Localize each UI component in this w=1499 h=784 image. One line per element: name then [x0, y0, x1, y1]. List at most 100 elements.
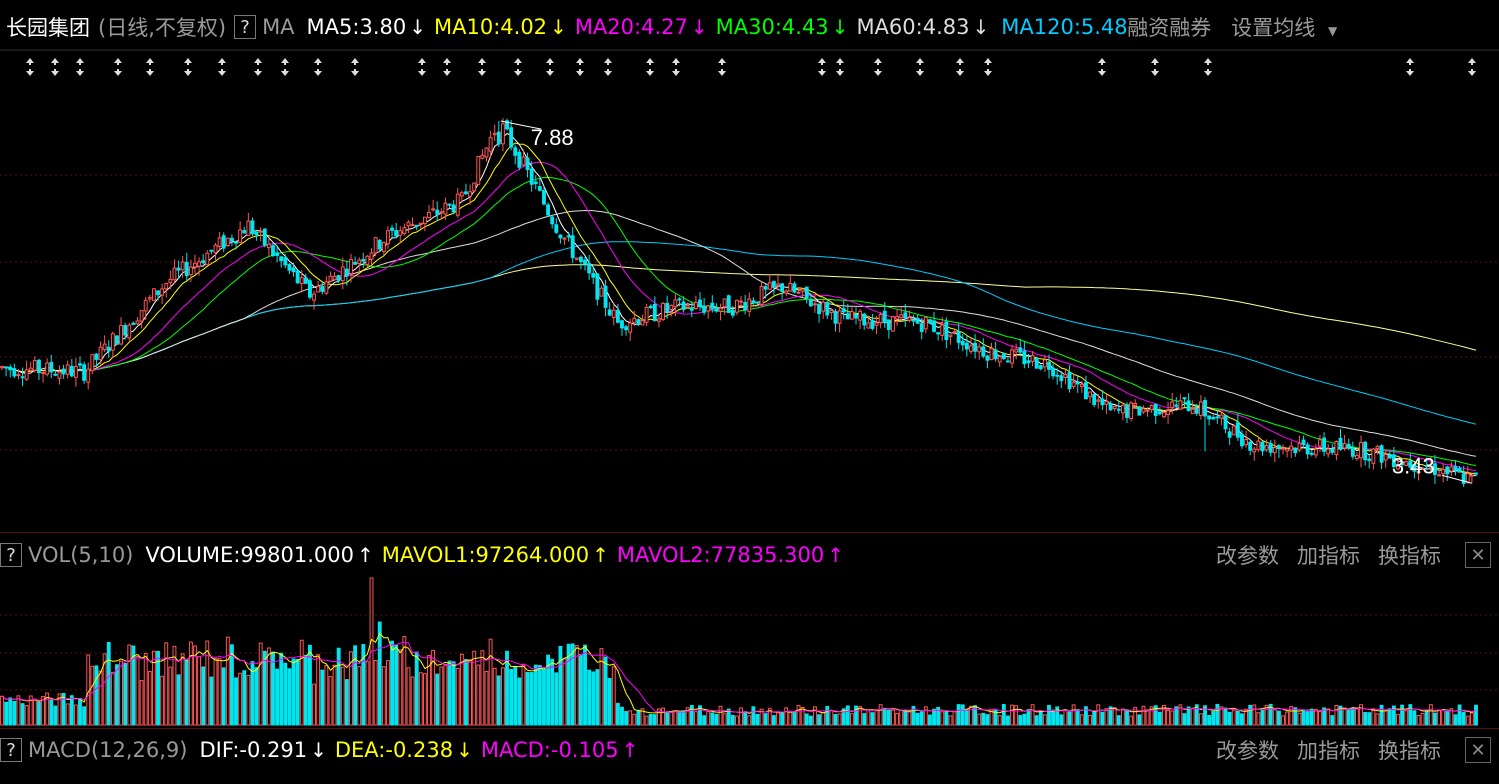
macd-add-indicator-button[interactable]: 加指标: [1297, 739, 1360, 763]
candle: [722, 298, 727, 308]
candle: [636, 319, 641, 325]
candle: [123, 325, 128, 336]
candle: [147, 297, 152, 300]
candle: [1322, 437, 1327, 452]
candle: [78, 363, 82, 366]
event-marker-icon: [351, 58, 359, 76]
candle: [710, 302, 715, 309]
volume-bar: [804, 713, 809, 726]
candle: [743, 302, 748, 311]
volume-bar: [135, 656, 140, 726]
volume-bar: [1162, 704, 1166, 726]
vol-help-button[interactable]: ?: [0, 543, 22, 567]
volume-bar: [874, 709, 879, 726]
dea-value: DEA:-0.238: [334, 738, 454, 762]
volume-bar: [759, 708, 764, 726]
macd-change-params-button[interactable]: 改参数: [1216, 739, 1279, 763]
ma-settings-dropdown[interactable]: 设置均线 ▼: [1231, 12, 1337, 42]
volume-bar: [131, 645, 136, 726]
candle: [90, 354, 95, 372]
candle: [1219, 414, 1224, 419]
candle: [390, 227, 394, 231]
volume-bar: [730, 714, 735, 726]
volume-bar: [377, 621, 382, 726]
vol-switch-indicator-button[interactable]: 换指标: [1378, 544, 1441, 568]
volume-bar: [94, 665, 99, 726]
macd-switch-indicator-button[interactable]: 换指标: [1378, 739, 1441, 763]
help-button[interactable]: ?: [234, 15, 257, 39]
vol-close-icon[interactable]: ✕: [1465, 542, 1491, 568]
volume-bar: [431, 649, 436, 726]
candle: [1063, 374, 1068, 378]
candle: [172, 267, 177, 281]
volume-bar: [1326, 708, 1331, 726]
candle: [402, 227, 407, 234]
candle: [755, 301, 760, 304]
candle: [295, 270, 300, 284]
volume-bar: [849, 713, 854, 726]
candle: [472, 182, 477, 192]
volume-bar: [657, 708, 661, 726]
candle: [956, 331, 961, 343]
volume-bar: [1174, 706, 1179, 726]
volume-bar: [796, 704, 801, 726]
ma60-trend-icon: ↓: [972, 15, 990, 39]
macd-value: MACD:-0.105: [480, 738, 619, 762]
dif-value: DIF:-0.291: [199, 738, 308, 762]
high-pointer: [500, 120, 541, 130]
volume-bar: [217, 658, 222, 726]
volume-bar: [644, 715, 649, 726]
candle: [509, 127, 514, 148]
volume-bar: [919, 711, 924, 726]
candle: [12, 368, 17, 377]
macd-help-button[interactable]: ?: [0, 738, 22, 762]
candle: [587, 263, 592, 274]
volume-bar: [1453, 714, 1458, 726]
candle: [804, 286, 809, 299]
panel-divider: [0, 532, 1499, 533]
volume-bar: [1145, 709, 1150, 726]
volume-bar: [451, 661, 456, 726]
candle: [1396, 463, 1400, 470]
volume-bar: [332, 664, 337, 726]
candle: [882, 310, 887, 323]
candle: [1051, 367, 1056, 377]
volume-bar: [1256, 712, 1261, 726]
candle: [299, 277, 304, 284]
candle: [1276, 445, 1281, 449]
candle: [665, 302, 670, 312]
margin-trading-link[interactable]: 融资融券: [1127, 16, 1212, 40]
candle: [16, 374, 21, 377]
volume-bar: [1022, 713, 1027, 726]
event-marker-icon: [218, 58, 226, 76]
volume-bar: [854, 705, 858, 726]
volume-bar: [1338, 705, 1343, 726]
volume-bar: [1318, 711, 1322, 726]
volume-bar: [1346, 709, 1351, 726]
candle: [94, 353, 99, 360]
volume-bar: [776, 712, 780, 726]
volume-bar: [1474, 704, 1478, 726]
candle: [542, 190, 546, 205]
vol-add-indicator-button[interactable]: 加指标: [1297, 544, 1360, 568]
candle: [591, 272, 596, 278]
candle: [201, 260, 206, 264]
candle: [1313, 448, 1318, 456]
volume-bar: [866, 709, 871, 726]
candle: [1059, 375, 1064, 381]
volume-bar: [291, 658, 296, 726]
volume-bar: [1260, 709, 1265, 726]
volume-bar: [361, 643, 366, 726]
candle: [82, 364, 87, 381]
volume-bar: [825, 705, 830, 726]
vol-toolbar: 改参数 加指标 换指标: [1216, 540, 1441, 570]
vol-change-params-button[interactable]: 改参数: [1216, 544, 1279, 568]
candle: [837, 310, 842, 324]
candle: [611, 309, 616, 319]
candle: [451, 204, 456, 213]
volume-bar: [1350, 708, 1355, 726]
candle: [1120, 404, 1125, 414]
volume-bar: [143, 652, 148, 726]
macd-close-icon[interactable]: ✕: [1465, 737, 1491, 763]
